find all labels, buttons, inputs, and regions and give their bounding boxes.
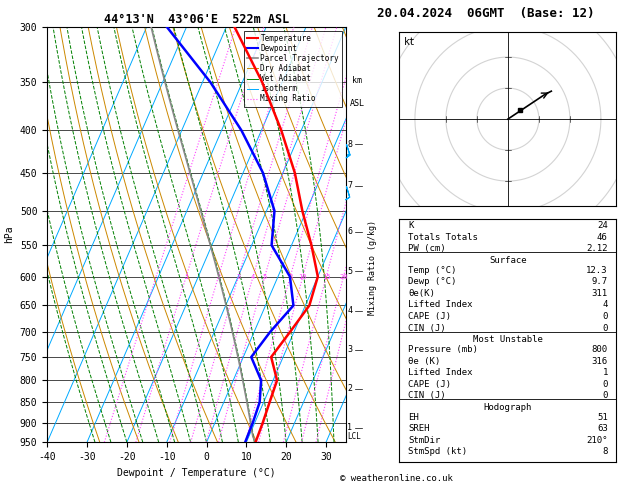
Text: © weatheronline.co.uk: © weatheronline.co.uk: [340, 474, 453, 483]
Text: 1: 1: [347, 423, 352, 432]
Text: 6: 6: [347, 227, 352, 236]
Text: Dewp (°C): Dewp (°C): [408, 277, 457, 286]
Text: 4: 4: [347, 306, 352, 315]
Text: 8: 8: [603, 447, 608, 456]
Text: 1: 1: [184, 274, 188, 279]
Text: 63: 63: [597, 424, 608, 433]
Text: 7: 7: [347, 181, 352, 190]
Text: Lifted Index: Lifted Index: [408, 300, 472, 310]
Text: 2: 2: [347, 384, 352, 393]
Text: 0: 0: [603, 324, 608, 332]
Text: CAPE (J): CAPE (J): [408, 312, 451, 321]
Legend: Temperature, Dewpoint, Parcel Trajectory, Dry Adiabat, Wet Adiabat, Isotherm, Mi: Temperature, Dewpoint, Parcel Trajectory…: [243, 31, 342, 106]
Text: 0: 0: [603, 312, 608, 321]
Text: CIN (J): CIN (J): [408, 324, 446, 332]
Text: StmDir: StmDir: [408, 436, 440, 445]
Text: EH: EH: [408, 413, 419, 422]
Text: Totals Totals: Totals Totals: [408, 233, 478, 242]
Text: Pressure (mb): Pressure (mb): [408, 345, 478, 354]
Text: 46: 46: [597, 233, 608, 242]
Text: 800: 800: [592, 345, 608, 354]
Text: 5: 5: [347, 267, 352, 276]
Text: 3: 3: [237, 274, 240, 279]
Text: 20.04.2024  06GMT  (Base: 12): 20.04.2024 06GMT (Base: 12): [377, 7, 595, 20]
Text: km: km: [352, 76, 362, 86]
Text: 2.12: 2.12: [586, 244, 608, 253]
X-axis label: Dewpoint / Temperature (°C): Dewpoint / Temperature (°C): [117, 468, 276, 478]
Text: 4: 4: [251, 274, 255, 279]
Text: θe (K): θe (K): [408, 357, 440, 365]
Title: 44°13'N  43°06'E  522m ASL: 44°13'N 43°06'E 522m ASL: [104, 13, 289, 26]
Text: 20: 20: [339, 274, 348, 279]
Text: 4: 4: [603, 300, 608, 310]
Text: 0: 0: [603, 380, 608, 389]
Text: 24: 24: [597, 221, 608, 230]
Text: 15: 15: [322, 274, 330, 279]
Text: 8: 8: [347, 140, 352, 149]
Text: 3: 3: [347, 345, 352, 354]
Text: 1: 1: [603, 368, 608, 377]
Text: 10: 10: [299, 274, 307, 279]
Text: Most Unstable: Most Unstable: [473, 335, 543, 344]
Text: 210°: 210°: [586, 436, 608, 445]
Text: Hodograph: Hodograph: [484, 403, 532, 412]
Text: 51: 51: [597, 413, 608, 422]
Text: 311: 311: [592, 289, 608, 298]
Text: Temp (°C): Temp (°C): [408, 266, 457, 275]
Text: 2: 2: [216, 274, 221, 279]
Text: CIN (J): CIN (J): [408, 391, 446, 400]
Text: 9.7: 9.7: [592, 277, 608, 286]
Y-axis label: hPa: hPa: [4, 226, 14, 243]
Text: Mixing Ratio (g/kg): Mixing Ratio (g/kg): [368, 220, 377, 315]
Text: 8: 8: [288, 274, 292, 279]
Text: PW (cm): PW (cm): [408, 244, 446, 253]
Text: SREH: SREH: [408, 424, 430, 433]
Text: Surface: Surface: [489, 256, 526, 265]
Text: K: K: [408, 221, 413, 230]
Text: 5: 5: [262, 274, 267, 279]
Text: StmSpd (kt): StmSpd (kt): [408, 447, 467, 456]
Text: 0: 0: [603, 391, 608, 400]
Text: θe(K): θe(K): [408, 289, 435, 298]
Text: Lifted Index: Lifted Index: [408, 368, 472, 377]
Text: 316: 316: [592, 357, 608, 365]
Text: ASL: ASL: [350, 99, 364, 108]
Text: CAPE (J): CAPE (J): [408, 380, 451, 389]
Text: kt: kt: [404, 37, 416, 48]
Text: 12.3: 12.3: [586, 266, 608, 275]
Text: LCL: LCL: [347, 432, 361, 441]
